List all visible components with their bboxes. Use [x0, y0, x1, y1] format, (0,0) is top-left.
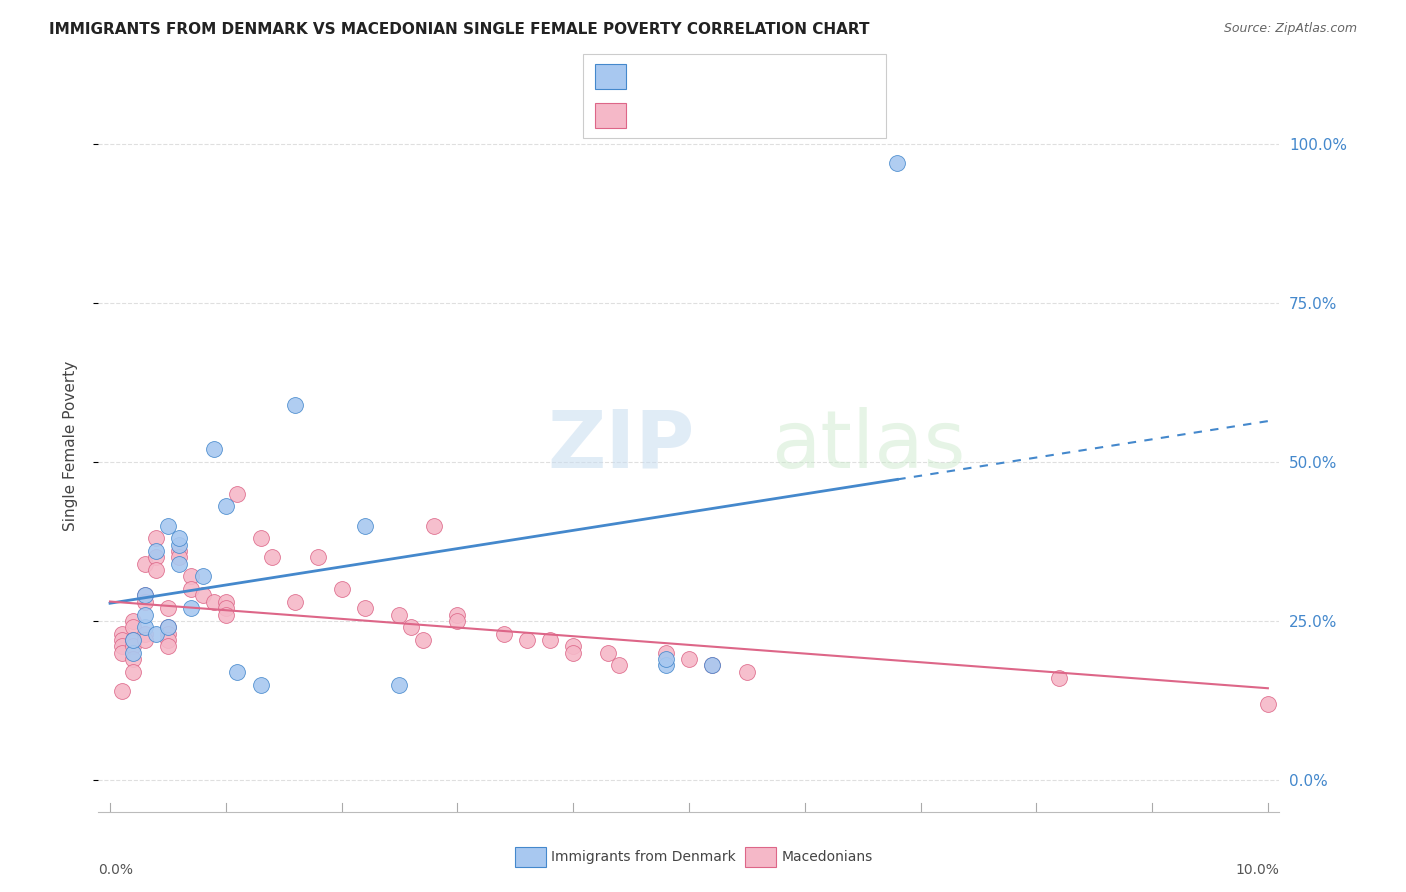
Point — [110, 684, 132, 698]
Point — [886, 156, 908, 170]
Point — [388, 677, 411, 691]
Point — [169, 531, 191, 545]
Point — [202, 595, 225, 609]
Point — [156, 620, 179, 634]
Point — [134, 589, 156, 603]
Point — [180, 569, 202, 583]
Point — [226, 665, 249, 679]
Point — [169, 544, 191, 558]
Point — [388, 607, 411, 622]
Point — [145, 563, 167, 577]
Point — [249, 677, 271, 691]
Point — [446, 607, 468, 622]
Point — [284, 595, 307, 609]
Point — [678, 652, 700, 666]
Point — [156, 601, 179, 615]
Point — [538, 632, 561, 647]
Point — [156, 620, 179, 634]
Point — [169, 538, 191, 552]
Point — [134, 607, 156, 622]
Point — [492, 626, 515, 640]
Point — [353, 601, 375, 615]
Point — [202, 442, 225, 457]
Point — [156, 640, 179, 654]
Point — [1257, 697, 1279, 711]
Point — [226, 486, 249, 500]
Point — [562, 640, 585, 654]
Point — [330, 582, 353, 596]
Point — [110, 632, 132, 647]
Point — [145, 531, 167, 545]
Text: Source: ZipAtlas.com: Source: ZipAtlas.com — [1223, 22, 1357, 36]
Point — [562, 646, 585, 660]
Point — [134, 557, 156, 571]
Point — [609, 658, 631, 673]
Point — [122, 652, 145, 666]
Point — [700, 658, 723, 673]
Text: R =  0.494   N = 25: R = 0.494 N = 25 — [633, 70, 815, 86]
Point — [700, 658, 723, 673]
Point — [122, 620, 145, 634]
Point — [122, 632, 145, 647]
Point — [122, 632, 145, 647]
Point — [145, 544, 167, 558]
Text: IMMIGRANTS FROM DENMARK VS MACEDONIAN SINGLE FEMALE POVERTY CORRELATION CHART: IMMIGRANTS FROM DENMARK VS MACEDONIAN SI… — [49, 22, 870, 37]
Point — [110, 646, 132, 660]
Point — [215, 601, 238, 615]
Point — [655, 646, 678, 660]
Point — [122, 614, 145, 628]
Point — [655, 658, 678, 673]
Point — [134, 626, 156, 640]
Point — [655, 652, 678, 666]
Point — [735, 665, 758, 679]
Text: Macedonians: Macedonians — [782, 850, 873, 864]
Text: 10.0%: 10.0% — [1236, 863, 1279, 877]
Point — [446, 614, 468, 628]
Point — [122, 665, 145, 679]
Point — [134, 620, 156, 634]
Point — [156, 632, 179, 647]
Point — [191, 569, 214, 583]
Point — [215, 595, 238, 609]
Point — [215, 607, 238, 622]
Point — [353, 518, 375, 533]
Point — [596, 646, 619, 660]
Point — [191, 589, 214, 603]
Point — [134, 632, 156, 647]
Point — [262, 550, 284, 565]
Point — [215, 500, 238, 514]
Point — [156, 518, 179, 533]
Point — [284, 398, 307, 412]
Text: ZIP: ZIP — [547, 407, 695, 485]
Text: 0.0%: 0.0% — [98, 863, 134, 877]
Point — [134, 595, 156, 609]
Point — [169, 557, 191, 571]
Text: Immigrants from Denmark: Immigrants from Denmark — [551, 850, 735, 864]
Point — [516, 632, 538, 647]
Point — [180, 582, 202, 596]
Point — [145, 550, 167, 565]
Point — [156, 626, 179, 640]
Text: atlas: atlas — [772, 407, 966, 485]
Point — [122, 640, 145, 654]
Point — [134, 589, 156, 603]
Text: R = -0.01   N = 59: R = -0.01 N = 59 — [633, 109, 806, 124]
Point — [412, 632, 434, 647]
Point — [145, 626, 167, 640]
Point — [180, 601, 202, 615]
Point — [110, 626, 132, 640]
Point — [169, 550, 191, 565]
Point — [110, 640, 132, 654]
Point — [1049, 671, 1071, 685]
Point — [307, 550, 329, 565]
Point — [122, 646, 145, 660]
Point — [249, 531, 271, 545]
Point — [399, 620, 422, 634]
Point — [423, 518, 446, 533]
Y-axis label: Single Female Poverty: Single Female Poverty — [63, 361, 77, 531]
